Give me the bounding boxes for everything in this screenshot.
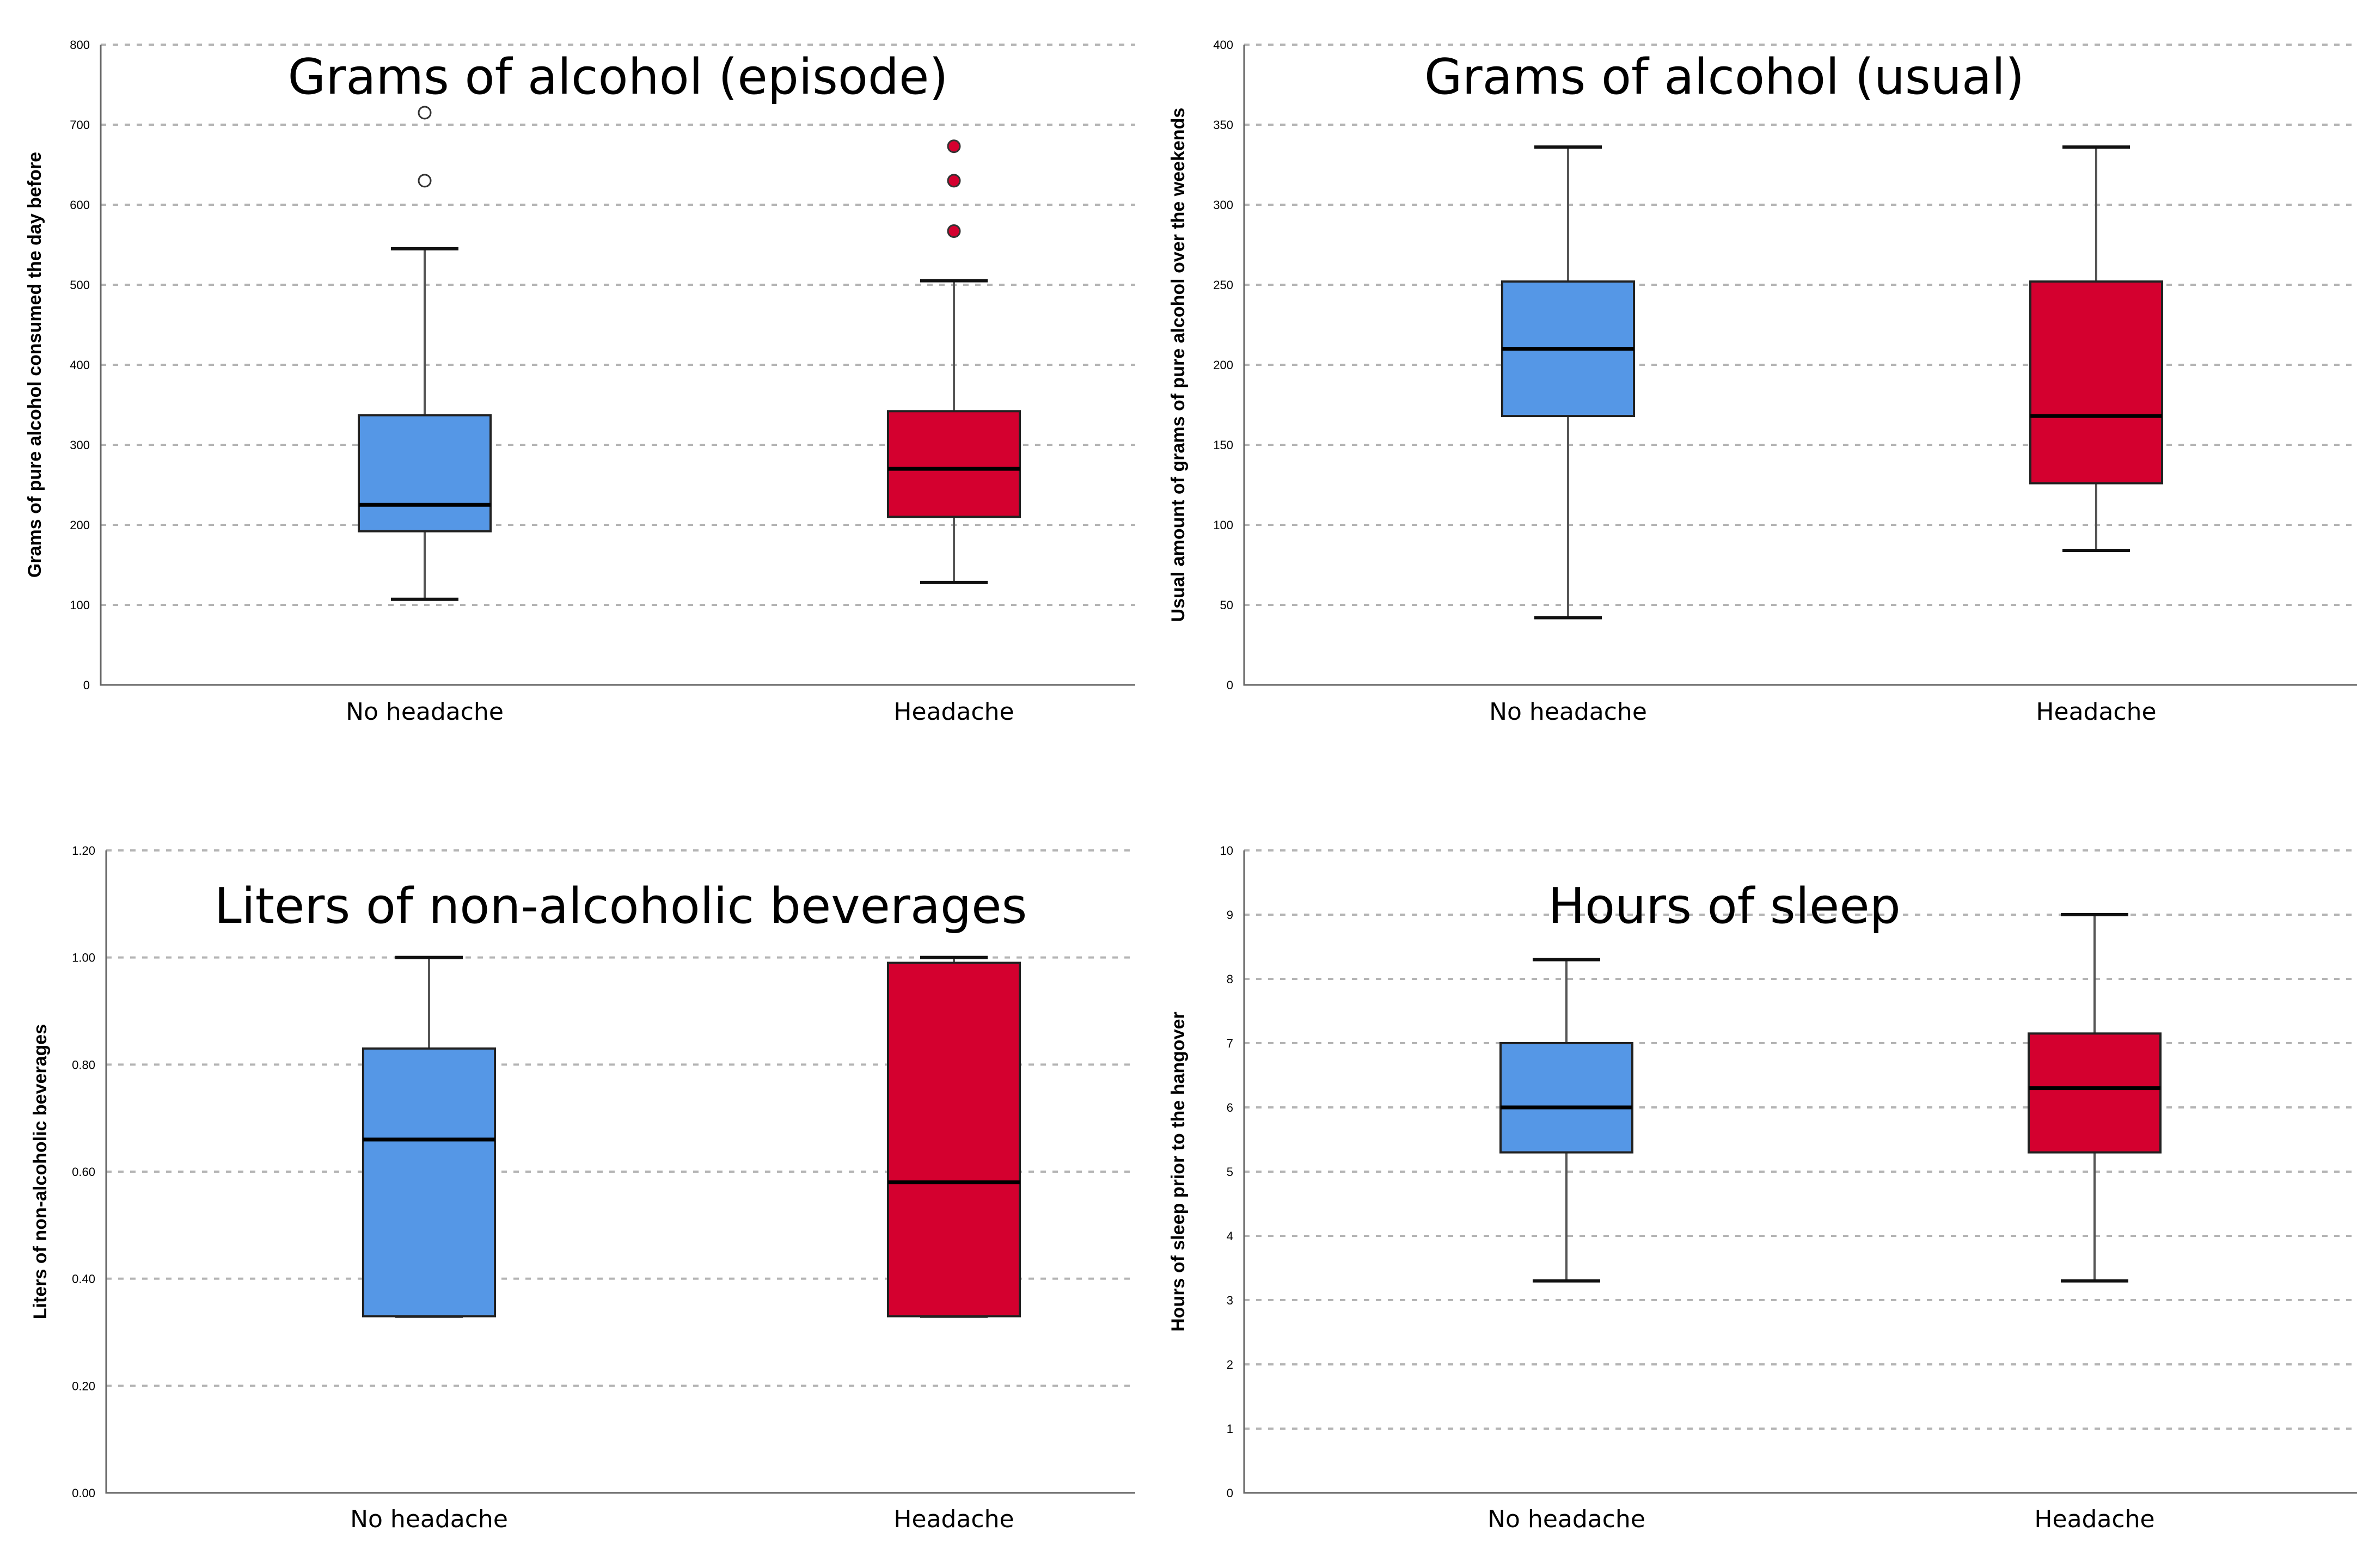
axis-lines: [1243, 45, 2357, 686]
y-tick-label: 300: [1213, 198, 1233, 212]
iqr-box: [2029, 280, 2163, 485]
y-tick-label: 2: [1227, 1358, 1233, 1371]
y-tick-label: 3: [1227, 1294, 1233, 1307]
y-tick-label: 200: [1213, 358, 1233, 372]
y-tick-label: 400: [1213, 38, 1233, 52]
y-tick-label: 5: [1227, 1165, 1233, 1179]
x-category-label: No headache: [350, 1505, 508, 1533]
outlier-point: [947, 139, 961, 154]
y-tick-label: 0.60: [72, 1165, 95, 1179]
box-headache: [887, 139, 1021, 584]
y-tick-label: 200: [70, 518, 90, 532]
chart-panel-2: 0 50 100 150 200 250 300 350 400 Grams of alcohol…: [1168, 38, 2357, 726]
axis-lines: [100, 45, 1135, 686]
y-tick-label: 100: [1213, 518, 1233, 532]
y-tick-label: 10: [1220, 844, 1233, 857]
chart-panel-3: 0.00 0.20 0.40 0.60 0.80 1.00 1.20 Liters of no…: [30, 844, 1135, 1533]
y-tick-label: 0: [83, 678, 90, 692]
y-tick-label: 1.20: [72, 844, 95, 857]
y-tick-label: 150: [1213, 438, 1233, 452]
outlier-point: [947, 174, 961, 188]
iqr-box: [358, 414, 492, 532]
outlier-point: [418, 106, 432, 120]
iqr-box: [362, 1047, 496, 1318]
box-no-headache: [1501, 145, 1635, 620]
y-tick-label: 50: [1220, 598, 1233, 612]
chart-title: Liters of non-alcoholic beverages: [215, 878, 1027, 935]
y-axis-label: Liters of non-alcoholic beverages: [30, 1024, 51, 1319]
box-no-headache: [1499, 958, 1633, 1283]
chart-title: Grams of alcohol (usual): [1424, 48, 2024, 106]
box-headache: [887, 955, 1021, 1318]
chart-title: Hours of sleep: [1548, 878, 1900, 935]
y-axis-label: Usual amount of grams of pure alcohol ov…: [1168, 108, 1189, 622]
y-axis-label: Hours of sleep prior to the hangover: [1168, 1012, 1189, 1332]
chart-panel-4: 0 1 2 3 4 5 6 7 8 9 10 Hours of sleep Hours of sleep…: [1168, 844, 2357, 1533]
y-tick-label: 300: [70, 438, 90, 452]
y-tick-label: 400: [70, 358, 90, 372]
box-no-headache: [362, 955, 496, 1318]
y-tick-label: 600: [70, 198, 90, 212]
y-tick-label: 700: [70, 118, 90, 132]
y-tick-label: 6: [1227, 1101, 1233, 1114]
iqr-box: [887, 961, 1021, 1318]
box-headache: [2028, 913, 2162, 1283]
chart-panel-1: 0 100 200 300 400 500 600 700 800 Grams of alcoho…: [25, 38, 1135, 726]
y-tick-label: 0.40: [72, 1272, 95, 1286]
iqr-box: [2028, 1032, 2162, 1154]
x-category-label: No headache: [346, 698, 504, 726]
box-headache: [2029, 145, 2163, 553]
y-tick-label: 1: [1227, 1422, 1233, 1436]
x-category-label: Headache: [893, 1505, 1014, 1533]
y-tick-label: 0: [1227, 678, 1233, 692]
y-tick-label: 0.20: [72, 1379, 95, 1393]
x-category-label: Headache: [893, 698, 1014, 726]
iqr-box: [887, 410, 1021, 518]
y-tick-label: 9: [1227, 908, 1233, 922]
y-tick-label: 800: [70, 38, 90, 52]
iqr-box: [1499, 1042, 1633, 1154]
y-tick-label: 500: [70, 278, 90, 292]
x-category-label: Headache: [2036, 698, 2156, 726]
chart-title: Grams of alcohol (episode): [287, 48, 948, 106]
y-tick-label: 250: [1213, 278, 1233, 292]
y-tick-label: 100: [70, 598, 90, 612]
axis-lines: [1243, 850, 2357, 1494]
outlier-point: [947, 224, 961, 238]
y-tick-label: 1.00: [72, 951, 95, 965]
y-tick-label: 350: [1213, 118, 1233, 132]
y-tick-label: 4: [1227, 1229, 1233, 1243]
axis-lines: [105, 850, 1135, 1494]
y-tick-label: 0.80: [72, 1058, 95, 1071]
y-tick-label: 8: [1227, 972, 1233, 986]
box-no-headache: [358, 106, 492, 601]
y-tick-label: 0: [1227, 1486, 1233, 1500]
y-axis-label: Grams of pure alcohol consumed the day b…: [25, 152, 45, 578]
y-tick-label: 0.00: [72, 1486, 95, 1500]
y-tick-label: 7: [1227, 1037, 1233, 1050]
x-category-label: Headache: [2034, 1505, 2154, 1533]
x-category-label: No headache: [1489, 698, 1647, 726]
x-category-label: No headache: [1487, 1505, 1645, 1533]
outlier-point: [418, 174, 432, 188]
